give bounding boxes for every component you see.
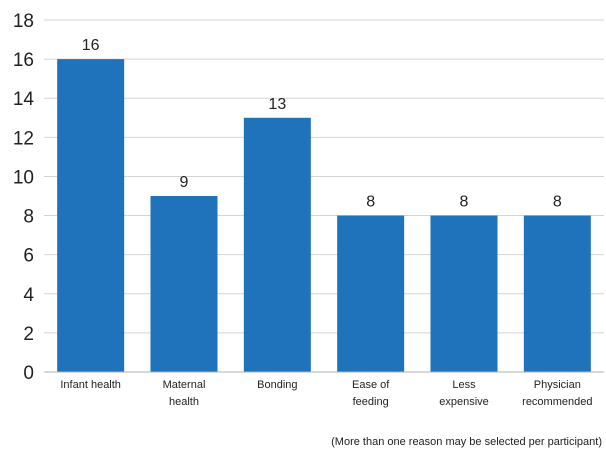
bar xyxy=(150,196,218,372)
chart-footnote: (More than one reason may be selected pe… xyxy=(331,436,602,448)
bar xyxy=(430,215,498,372)
data-label: 13 xyxy=(268,96,286,113)
x-tick-label: Physician recommended xyxy=(522,379,592,408)
x-tick-label: Less expensive xyxy=(439,379,489,408)
bar xyxy=(523,215,591,372)
y-tick-label: 6 xyxy=(23,246,34,267)
x-tick-label: Bonding xyxy=(257,379,297,391)
x-tick-label: Maternal health xyxy=(163,379,206,408)
x-tick-label: Ease of feeding xyxy=(352,379,390,408)
bar xyxy=(57,59,125,372)
x-tick-label: Infant health xyxy=(60,379,121,391)
y-tick-label: 18 xyxy=(13,11,34,32)
y-tick-label: 2 xyxy=(23,324,34,345)
bar-chart: 0 2 4 6 8 10 12 14 16 18 16 Infant health 9 Maternal h… xyxy=(13,11,604,408)
bar xyxy=(243,117,311,373)
data-label: 8 xyxy=(553,194,562,211)
y-tick-label: 12 xyxy=(13,128,34,149)
y-tick-label: 4 xyxy=(23,285,34,306)
data-label: 8 xyxy=(366,194,375,211)
data-label: 9 xyxy=(180,174,189,191)
data-label: 16 xyxy=(82,37,100,54)
bar xyxy=(337,215,405,372)
y-tick-label: 10 xyxy=(13,167,34,188)
y-tick-label: 16 xyxy=(13,50,34,71)
y-tick-label: 14 xyxy=(13,89,35,110)
y-tick-label: 0 xyxy=(23,363,34,384)
data-label: 8 xyxy=(460,194,469,211)
y-tick-label: 8 xyxy=(23,207,34,228)
